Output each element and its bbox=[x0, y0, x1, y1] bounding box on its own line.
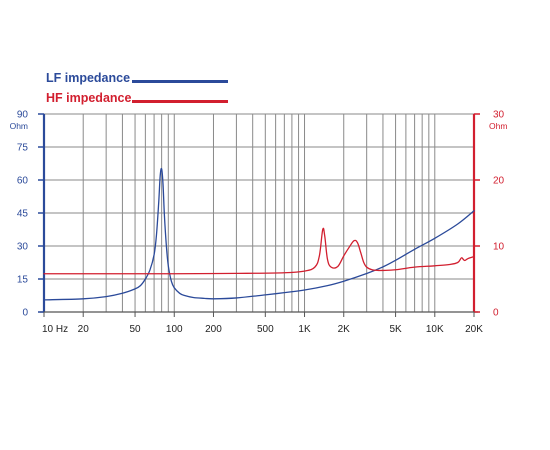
x-tick-label: 100 bbox=[166, 324, 183, 335]
right-tick-label: 10 bbox=[493, 242, 505, 253]
left-tick-label: 15 bbox=[17, 275, 29, 286]
left-tick-label: 75 bbox=[17, 143, 29, 154]
lf-impedance-legend-label: LF impedance bbox=[46, 71, 130, 85]
x-tick-label: 5K bbox=[389, 324, 402, 335]
left-tick-label: 30 bbox=[17, 242, 29, 253]
x-tick-label: 200 bbox=[205, 324, 222, 335]
grid bbox=[43, 113, 475, 313]
lf-impedance-line bbox=[43, 167, 475, 301]
right-tick-label: 20 bbox=[493, 176, 505, 187]
series-lines bbox=[43, 167, 475, 301]
x-tick-label: 1K bbox=[298, 324, 311, 335]
left-tick-label: 45 bbox=[17, 209, 29, 220]
x-tick-label: 50 bbox=[129, 324, 141, 335]
x-tick-label: 20 bbox=[78, 324, 90, 335]
left-tick-label: 0 bbox=[22, 308, 28, 319]
x-tick-label: 500 bbox=[257, 324, 274, 335]
x-tick-label: 10 Hz bbox=[42, 324, 68, 335]
x-tick-label: 2K bbox=[338, 324, 351, 335]
left-tick-label: 90 bbox=[17, 110, 29, 121]
right-unit-label: Ohm bbox=[489, 121, 507, 131]
x-tick-label: 20K bbox=[465, 324, 483, 335]
right-tick-label: 0 bbox=[493, 308, 499, 319]
left-unit-label: Ohm bbox=[10, 121, 28, 131]
hf-impedance-legend-label: HF impedance bbox=[46, 91, 131, 105]
right-tick-label: 30 bbox=[493, 110, 505, 121]
x-tick-label: 10K bbox=[426, 324, 444, 335]
legend: LF impedance HF impedance bbox=[46, 71, 228, 105]
hf-impedance-line bbox=[43, 227, 475, 275]
left-tick-label: 60 bbox=[17, 176, 29, 187]
